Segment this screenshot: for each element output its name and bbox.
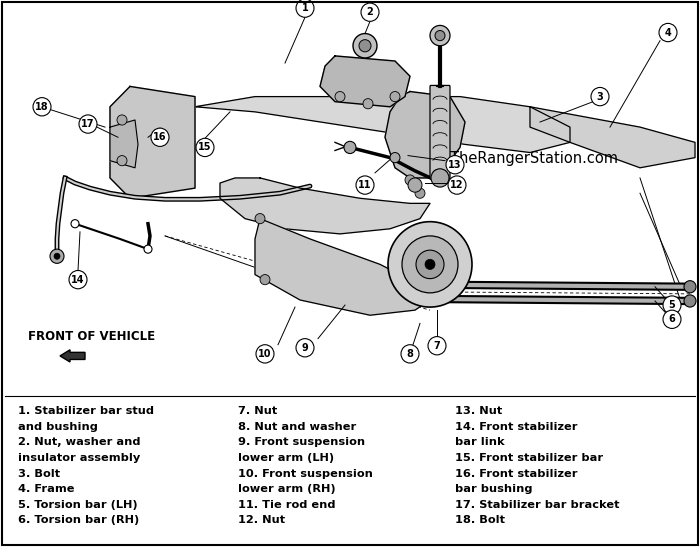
Text: 1: 1 — [302, 3, 309, 13]
Text: 14: 14 — [71, 275, 85, 284]
Circle shape — [401, 345, 419, 363]
Text: 17. Stabilizer bar bracket: 17. Stabilizer bar bracket — [455, 500, 620, 510]
Text: 8: 8 — [407, 349, 414, 359]
Text: TheRangerStation.com: TheRangerStation.com — [450, 150, 618, 166]
Text: 1. Stabilizer bar stud: 1. Stabilizer bar stud — [18, 406, 154, 416]
Text: 15. Front stabilizer bar: 15. Front stabilizer bar — [455, 453, 603, 463]
Circle shape — [684, 295, 696, 307]
Text: lower arm (LH): lower arm (LH) — [238, 453, 334, 463]
Text: 8. Nut and washer: 8. Nut and washer — [238, 422, 356, 432]
Polygon shape — [110, 86, 195, 198]
Circle shape — [435, 31, 445, 40]
Circle shape — [446, 155, 464, 174]
FancyArrow shape — [60, 350, 85, 362]
Polygon shape — [255, 219, 430, 315]
Text: 12: 12 — [450, 180, 463, 190]
Circle shape — [255, 213, 265, 224]
Polygon shape — [195, 97, 570, 153]
Text: 11: 11 — [358, 180, 372, 190]
Circle shape — [659, 24, 677, 42]
Circle shape — [196, 138, 214, 156]
Circle shape — [256, 345, 274, 363]
Circle shape — [359, 39, 371, 52]
Text: bar bushing: bar bushing — [455, 484, 533, 494]
FancyBboxPatch shape — [430, 85, 450, 179]
Text: 5: 5 — [668, 300, 676, 310]
Circle shape — [117, 155, 127, 166]
Text: 16. Front stabilizer: 16. Front stabilizer — [455, 469, 578, 479]
Text: 10: 10 — [258, 349, 272, 359]
Circle shape — [425, 259, 435, 270]
Circle shape — [415, 188, 425, 199]
Circle shape — [405, 175, 415, 185]
Circle shape — [353, 33, 377, 58]
Text: 3: 3 — [596, 91, 603, 102]
Circle shape — [260, 275, 270, 285]
Circle shape — [390, 153, 400, 162]
Circle shape — [591, 88, 609, 106]
Text: 11. Tie rod end: 11. Tie rod end — [238, 500, 335, 510]
Circle shape — [296, 0, 314, 18]
Circle shape — [69, 270, 87, 289]
Text: insulator assembly: insulator assembly — [18, 453, 140, 463]
Circle shape — [430, 25, 450, 46]
Text: 13. Nut: 13. Nut — [455, 406, 503, 416]
Text: 14. Front stabilizer: 14. Front stabilizer — [455, 422, 578, 432]
Text: 3. Bolt: 3. Bolt — [18, 469, 60, 479]
Circle shape — [402, 236, 458, 293]
Circle shape — [71, 220, 79, 228]
Text: 15: 15 — [198, 142, 211, 153]
Circle shape — [431, 169, 449, 187]
Text: and bushing: and bushing — [18, 422, 98, 432]
Text: 13: 13 — [448, 160, 462, 170]
Circle shape — [50, 249, 64, 263]
Circle shape — [151, 128, 169, 147]
Text: 10. Front suspension: 10. Front suspension — [238, 469, 373, 479]
Text: 12. Nut: 12. Nut — [238, 515, 285, 525]
Polygon shape — [385, 91, 465, 178]
Circle shape — [663, 296, 681, 314]
Text: 2: 2 — [367, 7, 373, 17]
Text: 5. Torsion bar (LH): 5. Torsion bar (LH) — [18, 500, 138, 510]
Circle shape — [663, 310, 681, 328]
Text: 7. Nut: 7. Nut — [238, 406, 277, 416]
Polygon shape — [320, 56, 410, 107]
Circle shape — [684, 281, 696, 293]
Text: 18: 18 — [35, 102, 49, 112]
Polygon shape — [110, 120, 138, 168]
Text: 18. Bolt: 18. Bolt — [455, 515, 505, 525]
Circle shape — [363, 98, 373, 109]
Circle shape — [144, 245, 152, 253]
Polygon shape — [530, 107, 695, 168]
Text: 2. Nut, washer and: 2. Nut, washer and — [18, 438, 141, 447]
Circle shape — [356, 176, 374, 194]
Text: 17: 17 — [81, 119, 94, 129]
Circle shape — [335, 91, 345, 102]
Text: 4: 4 — [664, 27, 671, 38]
Circle shape — [296, 339, 314, 357]
Circle shape — [344, 141, 356, 154]
Text: lower arm (RH): lower arm (RH) — [238, 484, 335, 494]
Text: 7: 7 — [433, 341, 440, 351]
Circle shape — [117, 115, 127, 125]
Text: FRONT OF VEHICLE: FRONT OF VEHICLE — [28, 330, 155, 342]
Circle shape — [79, 115, 97, 133]
Circle shape — [408, 178, 422, 192]
Circle shape — [428, 336, 446, 355]
Text: bar link: bar link — [455, 438, 505, 447]
Text: 6: 6 — [668, 315, 676, 324]
Polygon shape — [220, 178, 430, 234]
Circle shape — [416, 250, 444, 278]
Text: 9: 9 — [302, 343, 309, 353]
Text: 6. Torsion bar (RH): 6. Torsion bar (RH) — [18, 515, 139, 525]
Circle shape — [33, 97, 51, 116]
Circle shape — [54, 253, 60, 259]
Text: 16: 16 — [153, 132, 167, 142]
Circle shape — [361, 3, 379, 21]
Text: 9. Front suspension: 9. Front suspension — [238, 438, 365, 447]
Circle shape — [448, 176, 466, 194]
Text: 4. Frame: 4. Frame — [18, 484, 74, 494]
Circle shape — [388, 222, 472, 307]
Circle shape — [390, 91, 400, 102]
